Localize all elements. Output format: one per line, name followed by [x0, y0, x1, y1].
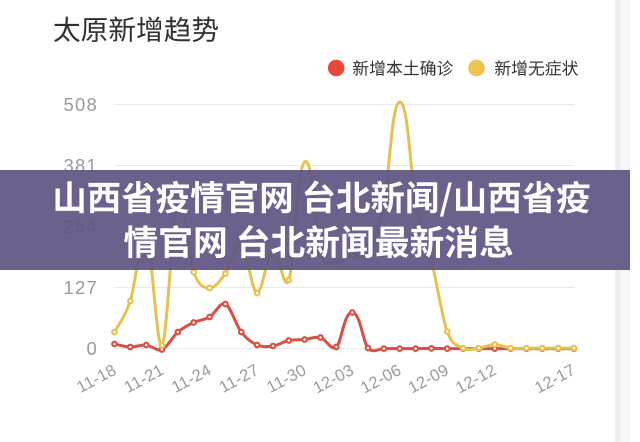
svg-text:127: 127: [64, 277, 98, 298]
svg-text:508: 508: [64, 94, 98, 115]
svg-text:0: 0: [87, 338, 99, 359]
